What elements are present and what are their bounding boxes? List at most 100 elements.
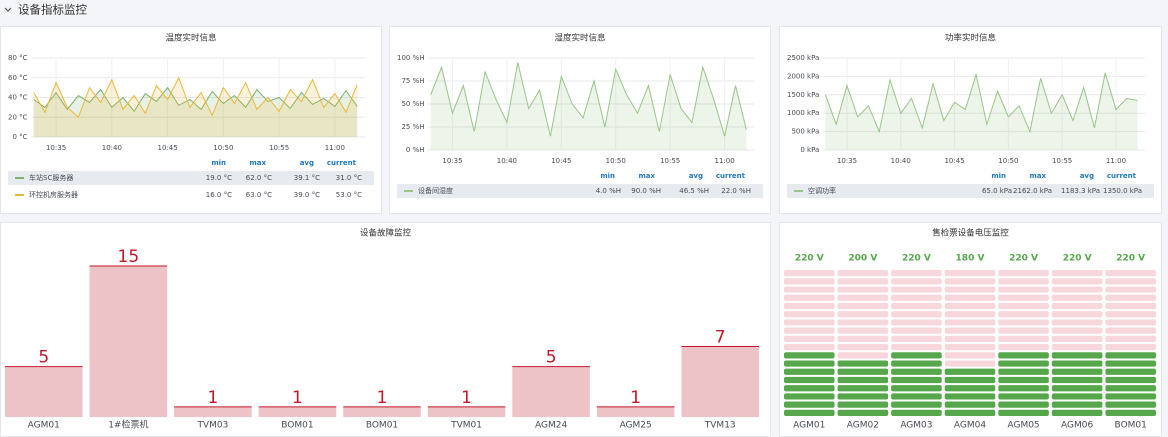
gauge-segment <box>891 278 942 285</box>
legend-stat: 1350.0 kPa <box>1103 187 1142 195</box>
gauge-segment <box>1105 319 1156 326</box>
gauge-segment <box>784 352 835 359</box>
gauge-segment <box>784 393 835 400</box>
x-tick-label: TVM03 <box>196 421 228 431</box>
gauge-segment <box>944 409 996 416</box>
gauge-segment <box>944 376 996 384</box>
legend-name: 设备间湿度 <box>418 186 453 195</box>
gauge-segment <box>837 286 889 293</box>
gauge-segment <box>1105 286 1156 293</box>
gauge-segment <box>998 401 1049 408</box>
gauge-segment <box>784 385 835 392</box>
gauge-segment <box>1051 335 1103 342</box>
gauge-segment <box>837 278 889 285</box>
gauge-segment <box>998 368 1049 375</box>
gauge-segment <box>837 270 889 277</box>
gauge-segment <box>944 311 996 318</box>
gauge-segment <box>891 385 942 392</box>
gauge-segment <box>1105 393 1156 400</box>
legend-column-header: min <box>991 172 1006 180</box>
x-tick-label: 10:45 <box>551 157 571 165</box>
gauge-segment <box>1051 270 1103 277</box>
gauge-segment <box>1051 352 1103 359</box>
gauge-segment <box>891 360 942 367</box>
x-tick-label: 10:40 <box>102 144 122 152</box>
gauge-segment <box>1105 401 1156 408</box>
gauge-segment <box>784 335 835 342</box>
gauge-segment <box>1105 385 1156 392</box>
gauge-segment <box>1105 376 1156 384</box>
legend-column-header: current <box>716 172 746 180</box>
gauge-segment <box>784 376 835 384</box>
gauge-segment <box>837 385 889 392</box>
gauge-segment <box>837 409 889 416</box>
gauge-segment <box>891 393 942 400</box>
x-tick-label: 10:35 <box>837 157 857 165</box>
y-tick-label: 0 kPa <box>800 146 819 154</box>
gauge-segment <box>1105 311 1156 318</box>
value-label: 15 <box>118 247 140 267</box>
gauge-segment <box>944 393 996 400</box>
value-label: 1 <box>630 388 641 408</box>
gauge-segment <box>944 319 996 326</box>
legend-column-header: avg <box>300 159 314 167</box>
gauge-segment <box>891 409 942 416</box>
bar <box>174 406 252 417</box>
gauge-segment <box>891 270 942 277</box>
gauge-segment <box>1105 270 1156 277</box>
y-tick-label: 1000 kPa <box>787 109 819 117</box>
bar <box>596 406 675 417</box>
row-title[interactable]: 设备指标监控 <box>18 3 87 17</box>
gauge-segment <box>998 311 1049 318</box>
bar <box>512 366 590 417</box>
x-tick-label: 10:50 <box>998 157 1018 165</box>
legend-stat: 22.0 %H <box>721 187 751 195</box>
value-label: 220 V <box>902 254 931 264</box>
y-tick-label: 500 kPa <box>791 128 819 136</box>
gauge-segment <box>784 302 835 310</box>
series-line <box>824 72 1138 134</box>
gauge-segment <box>784 360 835 367</box>
gauge-segment <box>944 286 996 293</box>
collapse-icon[interactable] <box>4 7 12 12</box>
gauge-segment <box>837 344 889 351</box>
x-tick-label: 10:45 <box>944 157 964 165</box>
legend-stat: 39.0 °C <box>294 191 320 199</box>
gauge-segment <box>1105 294 1156 301</box>
gauge-segment <box>998 409 1049 416</box>
gauge-segment <box>837 294 889 301</box>
legend-column-header: max <box>1029 172 1046 180</box>
gauge-segment <box>891 376 942 384</box>
gauge-segment <box>1105 368 1156 375</box>
gauge-segment <box>784 327 835 334</box>
x-tick-label: AGM01 <box>28 421 60 431</box>
value-label: 5 <box>38 348 49 368</box>
gauge-segment <box>944 335 996 342</box>
gauge-segment <box>784 368 835 375</box>
gauge-segment <box>837 319 889 326</box>
gauge-segment <box>998 335 1049 342</box>
legend-stat: 46.5 %H <box>679 187 709 195</box>
x-tick-label: AGM06 <box>1061 421 1093 431</box>
gauge-segment <box>1051 302 1103 310</box>
gauge-segment <box>1105 327 1156 334</box>
legend-stat: 2162.0 kPa <box>1013 187 1052 195</box>
x-tick-label: 10:35 <box>46 144 66 152</box>
gauge-segment <box>1105 278 1156 285</box>
y-tick-label: 2000 kPa <box>787 72 819 80</box>
value-label: 220 V <box>795 254 824 264</box>
gauge-segment <box>998 286 1049 293</box>
gauge-segment <box>1051 360 1103 367</box>
gauge-segment <box>998 270 1049 277</box>
legend-stat: 63.0 °C <box>246 191 272 199</box>
legend-column-header: avg <box>689 172 703 180</box>
x-tick-label: 10:50 <box>606 157 626 165</box>
legend-stat: 62.0 °C <box>246 174 272 182</box>
y-tick-label: 60 °C <box>8 74 28 82</box>
gauge-segment <box>1051 311 1103 318</box>
legend-stat: 19.0 °C <box>206 174 232 182</box>
gauge-bar <box>944 368 996 416</box>
y-tick-label: 80 °C <box>8 54 28 62</box>
gauge-segment <box>837 401 889 408</box>
